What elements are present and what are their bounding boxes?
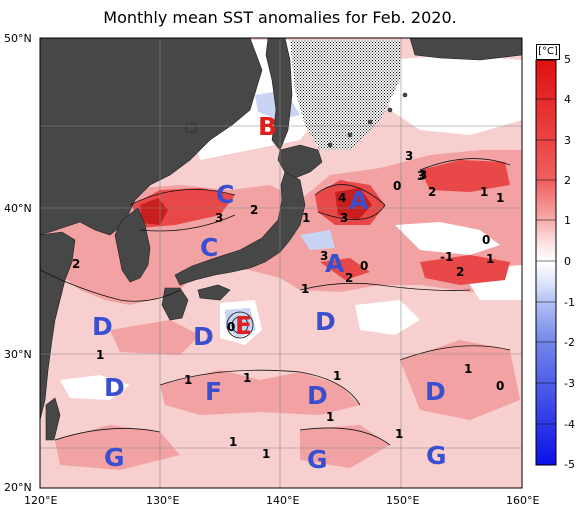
region-label-f: F xyxy=(205,377,222,406)
contour-label: 4 xyxy=(338,191,346,205)
contour-label: 1 xyxy=(326,410,334,424)
contour-label: 1 xyxy=(262,447,270,461)
lon-label: 160°E xyxy=(506,494,540,507)
region-label-g: G xyxy=(104,443,125,472)
colorbar-tick-label: 3 xyxy=(564,134,571,147)
lat-label: 50°N xyxy=(4,32,32,45)
land-masses xyxy=(39,37,523,441)
contour-label: 1 xyxy=(333,369,341,383)
lat-label: 20°N xyxy=(4,481,32,494)
contour-label: 0 xyxy=(496,379,504,393)
colorbar xyxy=(535,59,557,466)
contour-label: 1 xyxy=(301,282,309,296)
contour-label: 1 xyxy=(96,348,104,362)
contour-label: 0 xyxy=(227,320,235,334)
region-label-a: A xyxy=(325,249,345,278)
contour-label: 1 xyxy=(243,371,251,385)
contour-label: 3 xyxy=(340,211,348,225)
region-label-b: B xyxy=(258,112,277,141)
contour-label: 1 xyxy=(464,362,472,376)
contour-label: 3 xyxy=(419,168,427,182)
region-label-g: G xyxy=(426,441,447,470)
region-label-g: G xyxy=(307,445,328,474)
region-labels: B C C A A D D E D D F D D G G G xyxy=(92,112,447,474)
contour-label: 0 xyxy=(393,179,401,193)
contour-label: 2 xyxy=(72,257,80,271)
colorbar-tick-label: -3 xyxy=(564,377,575,390)
contour-label: 1 xyxy=(486,252,494,266)
contour-label: 3 xyxy=(417,169,425,183)
lat-label: 30°N xyxy=(4,348,32,361)
contour-label: 2 xyxy=(250,203,258,217)
contour-label: 2 xyxy=(456,265,464,279)
region-label-a: A xyxy=(349,186,369,215)
warm-anomaly-patches xyxy=(40,150,522,470)
colorbar-tick-label: -1 xyxy=(564,296,575,309)
contour-label: 2 xyxy=(428,185,436,199)
region-label-c: C xyxy=(200,233,218,262)
contour-label: 1 xyxy=(184,373,192,387)
contour-value-labels: 2 3 3 2 4 3 3 0 0 3 2 1 1 -1 0 1 2 3 0 2… xyxy=(72,149,504,461)
colorbar-tick-label: -2 xyxy=(564,336,575,349)
contour-label: 3 xyxy=(215,211,223,225)
colorbar-unit: [°C] xyxy=(536,44,560,60)
lat-label: 40°N xyxy=(4,202,32,215)
colorbar-tick-label: 2 xyxy=(564,174,571,187)
colorbar-tick-label: -5 xyxy=(564,458,575,471)
region-label-d: D xyxy=(425,377,446,406)
contour-label: 2 xyxy=(345,271,353,285)
contour-label: 1 xyxy=(302,211,310,225)
region-label-d: D xyxy=(307,381,328,410)
region-label-d: D xyxy=(104,373,125,402)
colorbar-ticks xyxy=(536,98,556,425)
sea-ice-area xyxy=(290,40,400,150)
colorbar-tick-label: 0 xyxy=(564,255,571,268)
contour-label: 1 xyxy=(229,435,237,449)
region-label-d: D xyxy=(92,312,113,341)
region-label-d: D xyxy=(193,322,214,351)
contour-label: 0 xyxy=(360,259,368,273)
contour-label: 3 xyxy=(320,249,328,263)
graticule xyxy=(40,38,522,488)
contour-lines xyxy=(39,158,511,446)
contour-label: 0 xyxy=(482,233,490,247)
map-frame xyxy=(39,37,523,489)
contour-label: 1 xyxy=(496,191,504,205)
lon-label: 120°E xyxy=(24,494,58,507)
contour-label: 1 xyxy=(395,427,403,441)
contour-label: 3 xyxy=(405,149,413,163)
very-strong-warm-cores xyxy=(140,188,372,225)
colorbar-tick-label: -4 xyxy=(564,418,575,431)
lon-label: 150°E xyxy=(386,494,420,507)
colorbar-tick-label: 5 xyxy=(564,53,571,66)
map-title: Monthly mean SST anomalies for Feb. 2020… xyxy=(103,8,457,27)
region-label-e: E xyxy=(235,311,252,340)
contour-label: -1 xyxy=(440,250,453,264)
lon-label: 130°E xyxy=(146,494,180,507)
colorbar-tick-label: 1 xyxy=(564,214,571,227)
colorbar-tick-label: 4 xyxy=(564,93,571,106)
contour-label: 1 xyxy=(480,185,488,199)
region-label-d: D xyxy=(315,307,336,336)
region-label-c: C xyxy=(216,180,234,209)
lon-label: 140°E xyxy=(266,494,300,507)
